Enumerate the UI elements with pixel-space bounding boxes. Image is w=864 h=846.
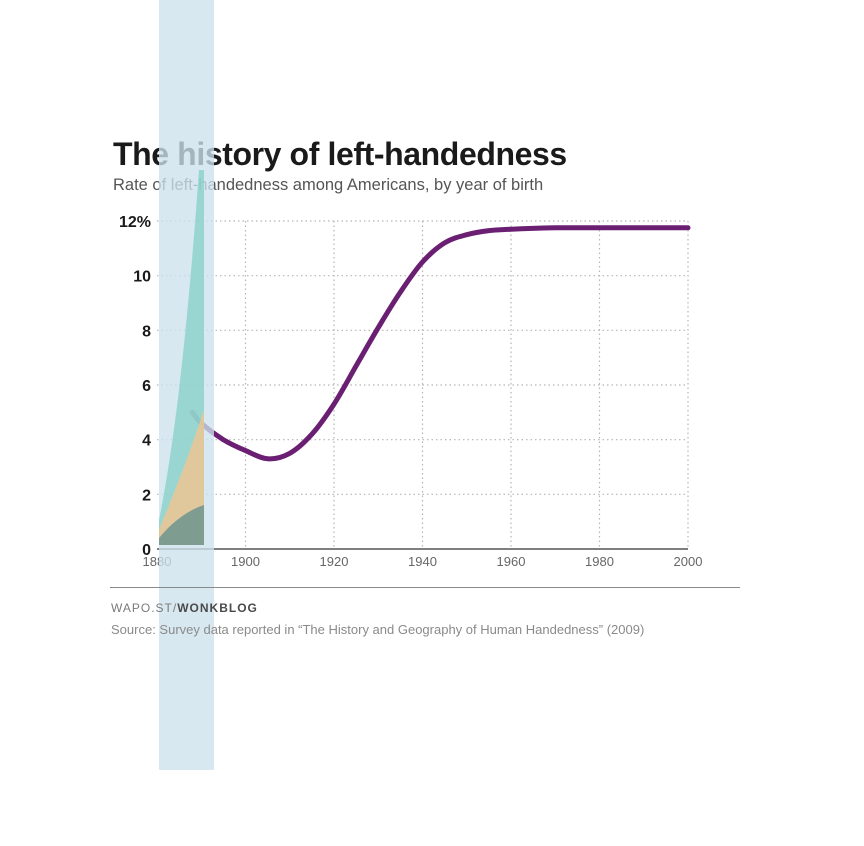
chart-subtitle: Rate of left-handedness among Americans,…	[113, 176, 544, 194]
y-axis: 0 2 4 6 8 10 12%	[119, 214, 151, 559]
y-tick-label: 10	[133, 269, 151, 286]
chart-series	[189, 225, 691, 462]
chart-grid	[157, 220, 689, 549]
y-tick-label: 4	[142, 433, 151, 450]
series-line	[189, 225, 691, 462]
x-tick-label: 1920	[320, 554, 349, 569]
x-tick-label: 1900	[231, 554, 260, 569]
y-tick-label: 2	[142, 487, 151, 504]
credit-brand: WONKBLOG	[177, 601, 258, 615]
x-tick-label: 1940	[408, 554, 437, 569]
credit-prefix: WAPO.ST/	[111, 601, 178, 615]
x-axis: 1880 1900 1920 1940 1960 1980 2000	[143, 548, 703, 569]
x-tick-label: 1960	[497, 554, 526, 569]
x-tick-label: 2000	[674, 554, 703, 569]
side-panel-overlay	[159, 0, 214, 770]
y-tick-label: 0	[142, 542, 151, 559]
footer-divider	[110, 587, 740, 588]
y-tick-label: 8	[142, 323, 151, 340]
credit-line: WAPO.ST/WONKBLOG	[111, 601, 258, 615]
y-tick-label: 6	[142, 378, 151, 395]
source-note: Source: Survey data reported in “The His…	[111, 622, 645, 637]
y-tick-label: 12%	[119, 214, 151, 231]
x-tick-label: 1980	[585, 554, 614, 569]
overlay-thumbnail-graphic	[159, 170, 204, 545]
